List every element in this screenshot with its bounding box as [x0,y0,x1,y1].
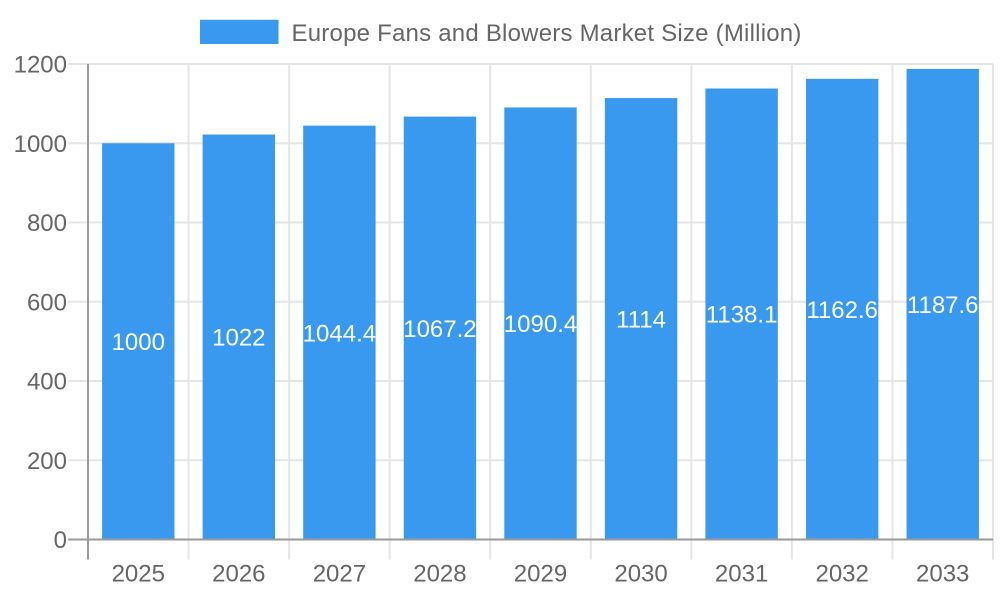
svg-text:1000: 1000 [112,329,165,356]
svg-text:200: 200 [27,448,67,475]
svg-text:800: 800 [27,210,67,237]
svg-text:2030: 2030 [614,560,667,587]
svg-text:400: 400 [27,369,67,396]
svg-text:0: 0 [54,527,67,554]
svg-text:2029: 2029 [514,560,567,587]
svg-text:2032: 2032 [815,560,868,587]
svg-text:Europe Fans and Blowers Market: Europe Fans and Blowers Market Size (Mil… [292,20,802,47]
svg-text:1022: 1022 [212,325,265,352]
svg-text:1138.1: 1138.1 [706,302,778,329]
svg-text:1067.2: 1067.2 [403,316,476,343]
svg-text:1044.4: 1044.4 [303,320,376,347]
svg-text:2025: 2025 [112,560,165,587]
svg-text:2026: 2026 [212,560,265,587]
svg-text:2028: 2028 [413,560,466,587]
svg-text:2027: 2027 [313,560,366,587]
svg-text:600: 600 [27,289,67,316]
svg-text:1200: 1200 [14,52,67,79]
svg-text:2031: 2031 [715,560,768,587]
svg-text:1162.6: 1162.6 [806,297,878,324]
svg-text:1114: 1114 [616,306,666,333]
svg-text:1090.4: 1090.4 [504,311,577,338]
svg-text:1000: 1000 [14,131,67,158]
svg-text:1187.6: 1187.6 [907,292,979,319]
svg-text:2033: 2033 [916,560,969,587]
